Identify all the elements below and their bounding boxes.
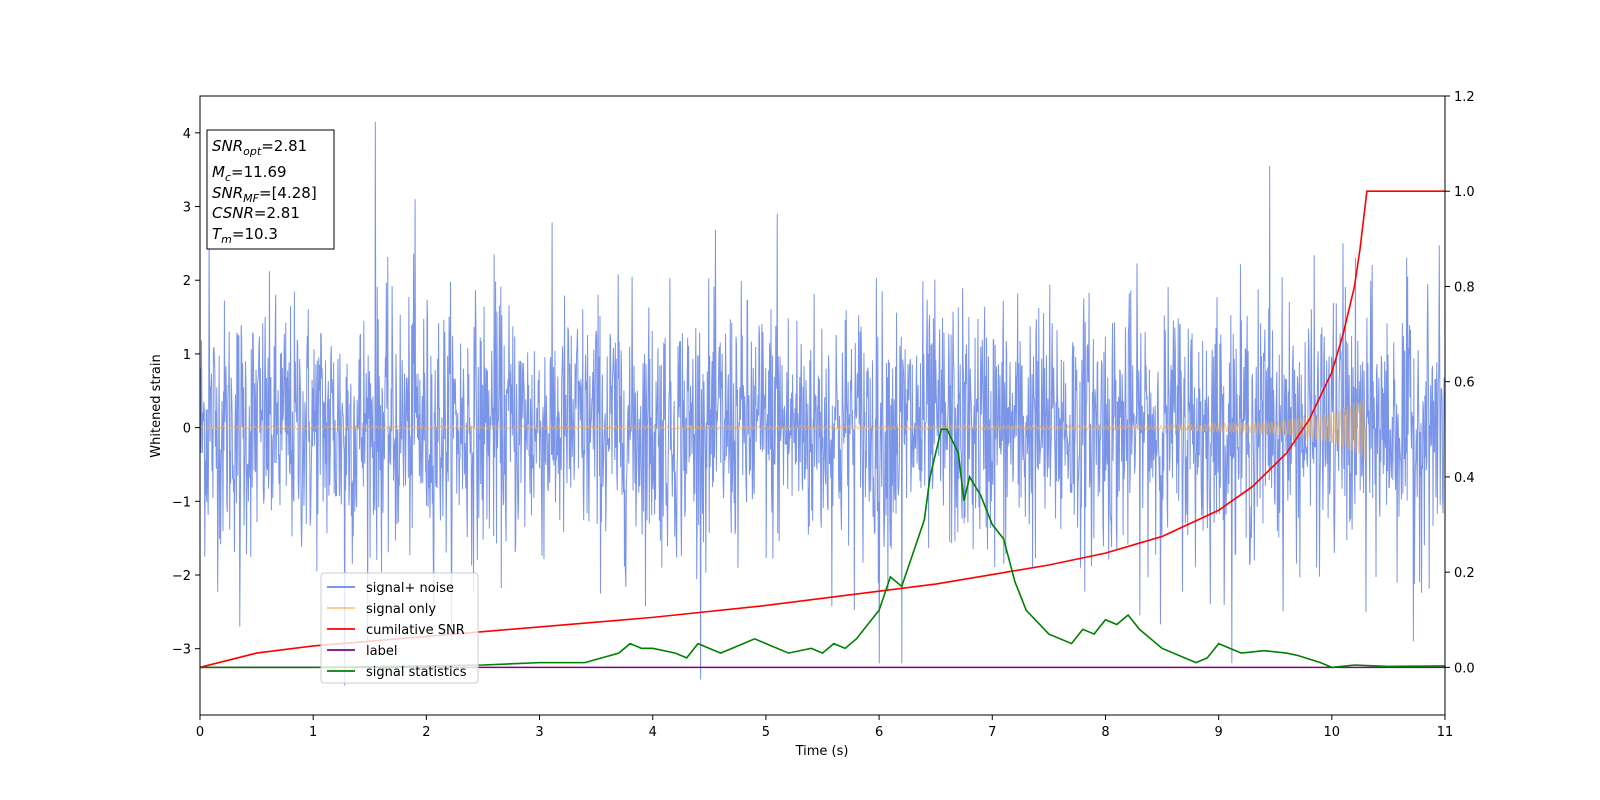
y-left-tick-label: −2 bbox=[172, 569, 191, 584]
legend-label: label bbox=[366, 644, 397, 659]
annotation-box: SNRopt=2.81Mc=11.69SNRMF=[4.28]CSNR=2.81… bbox=[206, 129, 335, 250]
legend-label: cumilative SNR bbox=[366, 623, 465, 638]
y-right-tick-label: 0.8 bbox=[1454, 280, 1475, 295]
x-tick-label: 3 bbox=[535, 725, 543, 740]
y-left-tick-label: 3 bbox=[183, 201, 191, 216]
x-tick-label: 9 bbox=[1214, 725, 1222, 740]
annotation-symbol: CSNR bbox=[212, 204, 254, 222]
y-axis-label: Whitened strain bbox=[149, 354, 164, 457]
y-right-tick-label: 1.2 bbox=[1454, 90, 1475, 105]
x-tick-label: 2 bbox=[422, 725, 430, 740]
y-left-tick-label: −3 bbox=[172, 643, 191, 658]
signal-noise-line bbox=[200, 121, 1445, 686]
x-tick-label: 6 bbox=[875, 725, 883, 740]
legend-label: signal only bbox=[366, 602, 436, 617]
y-right-axis-ticks: 0.0 0.2 0.4 0.6 0.8 1.0 1.2 bbox=[1445, 90, 1475, 676]
signal-only-line bbox=[200, 397, 1367, 461]
annotation-value: =2.81 bbox=[254, 204, 300, 222]
x-tick-label: 1 bbox=[309, 725, 317, 740]
y-right-tick-label: 1.0 bbox=[1454, 185, 1475, 200]
annotation-frame bbox=[206, 129, 335, 250]
annotation-symbol: M bbox=[212, 163, 225, 181]
annotation-value: =11.69 bbox=[231, 163, 287, 181]
legend-label: signal statistics bbox=[366, 665, 467, 680]
annotation-symbol: SNR bbox=[212, 137, 243, 155]
annotation-symbol: T bbox=[212, 225, 223, 243]
annotation-value: =10.3 bbox=[232, 225, 278, 243]
y-right-tick-label: 0.0 bbox=[1454, 661, 1475, 676]
annotation-subscript: MF bbox=[243, 192, 259, 205]
y-left-tick-label: 2 bbox=[183, 274, 191, 289]
plot-frame bbox=[199, 95, 1446, 716]
legend-label: signal+ noise bbox=[366, 581, 454, 596]
x-tick-label: 4 bbox=[649, 725, 657, 740]
legend: signal+ noise signal only cumilative SNR la… bbox=[320, 572, 479, 684]
x-tick-label: 5 bbox=[762, 725, 770, 740]
y-right-tick-label: 0.6 bbox=[1454, 376, 1475, 391]
x-tick-label: 11 bbox=[1437, 725, 1454, 740]
annotation-subscript: opt bbox=[243, 145, 262, 158]
legend-frame bbox=[320, 572, 479, 684]
y-left-tick-label: −1 bbox=[172, 495, 191, 510]
annotation-subscript: m bbox=[221, 233, 232, 246]
x-tick-label: 10 bbox=[1324, 725, 1341, 740]
annotation-line: Tm=10.3 bbox=[212, 225, 278, 246]
annotation-subscript: c bbox=[225, 171, 231, 184]
annotation-line: SNRMF=[4.28] bbox=[212, 184, 317, 205]
series-signal-noise bbox=[200, 121, 1445, 686]
x-tick-label: 7 bbox=[988, 725, 996, 740]
series-cumilative-snr bbox=[200, 190, 1445, 669]
annotation-value: =2.81 bbox=[261, 137, 307, 155]
x-tick-label: 8 bbox=[1101, 725, 1109, 740]
y-right-tick-label: 0.2 bbox=[1454, 566, 1475, 581]
y-right-tick-label: 0.4 bbox=[1454, 471, 1475, 486]
signal-statistics-line bbox=[200, 428, 1445, 669]
cumilative-snr-line bbox=[200, 190, 1445, 669]
y-left-tick-label: 4 bbox=[183, 127, 191, 142]
annotation-value: =[4.28] bbox=[259, 184, 317, 202]
x-axis-label: Time (s) bbox=[795, 744, 849, 759]
annotation-line: SNRopt=2.81 bbox=[212, 137, 307, 158]
annotation-line: Mc=11.69 bbox=[212, 163, 287, 184]
x-axis-ticks: 0 1 2 3 4 5 6 7 8 9 10 11 bbox=[196, 715, 1453, 740]
series-signal-only bbox=[200, 397, 1367, 461]
y-left-tick-label: 1 bbox=[183, 348, 191, 363]
annotation-line: CSNR=2.81 bbox=[212, 204, 300, 222]
x-tick-label: 0 bbox=[196, 725, 204, 740]
annotation-symbol: SNR bbox=[212, 184, 243, 202]
y-left-tick-label: 0 bbox=[183, 422, 191, 437]
y-left-axis-ticks: −3 −2 −1 0 1 2 3 4 bbox=[172, 127, 200, 658]
series-signal-statistics bbox=[200, 428, 1445, 669]
